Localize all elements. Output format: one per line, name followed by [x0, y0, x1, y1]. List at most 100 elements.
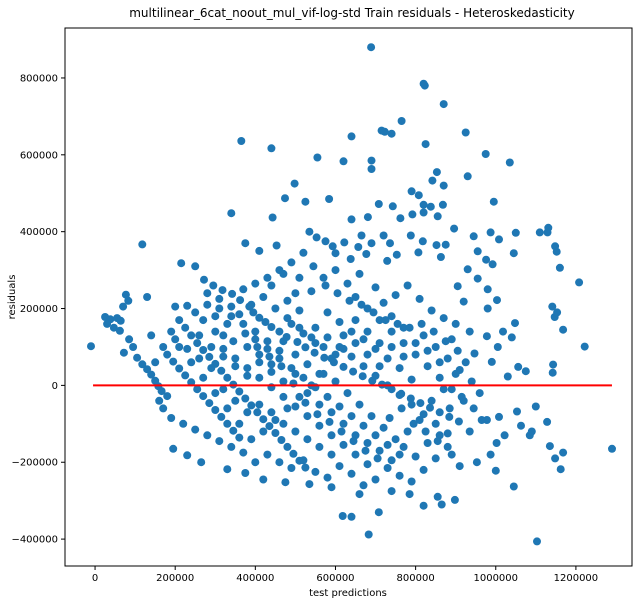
data-point — [423, 362, 432, 371]
data-point — [420, 81, 429, 90]
data-point — [275, 354, 284, 363]
data-point — [371, 475, 380, 484]
data-point — [295, 273, 304, 282]
data-point — [351, 293, 360, 301]
data-point — [482, 332, 491, 341]
data-point — [451, 369, 460, 378]
data-point — [138, 360, 147, 369]
data-point — [321, 281, 330, 290]
data-point — [499, 327, 507, 336]
data-point — [383, 440, 392, 449]
data-point — [255, 358, 264, 367]
data-point — [299, 373, 308, 382]
data-point — [388, 202, 397, 211]
data-point — [345, 296, 354, 305]
data-point — [255, 400, 264, 409]
data-point — [177, 259, 186, 268]
data-point — [259, 475, 268, 484]
data-point — [363, 439, 372, 447]
data-point — [215, 437, 224, 446]
data-point — [364, 530, 373, 539]
data-point — [374, 200, 383, 208]
data-point — [371, 371, 380, 380]
data-point — [295, 392, 304, 401]
data-point — [265, 352, 274, 361]
data-point — [514, 362, 523, 371]
data-point — [319, 273, 328, 282]
y-tick-label: 400000 — [20, 227, 58, 238]
data-point — [432, 168, 441, 177]
data-point — [354, 243, 363, 251]
data-point — [129, 343, 138, 351]
data-point — [346, 255, 355, 263]
data-point — [219, 352, 228, 361]
data-point — [167, 327, 176, 336]
data-point — [454, 417, 463, 426]
data-point — [265, 422, 274, 431]
data-point — [167, 414, 176, 422]
data-point — [359, 335, 368, 344]
data-point — [143, 293, 152, 301]
chart-title: multilinear_6cat_noout_mul_vif-log-std T… — [129, 6, 575, 20]
data-point — [493, 296, 501, 305]
data-point — [392, 250, 401, 259]
y-tick-label: −400000 — [11, 535, 58, 546]
data-point — [481, 150, 490, 158]
data-point — [303, 412, 312, 421]
data-point — [235, 433, 244, 442]
data-point — [399, 352, 408, 361]
data-point — [403, 427, 412, 436]
data-point — [428, 176, 437, 185]
data-point — [315, 421, 324, 430]
data-point — [119, 348, 128, 357]
data-point — [415, 294, 424, 303]
data-point — [363, 460, 372, 469]
data-point — [287, 319, 296, 328]
data-point — [357, 300, 366, 309]
data-point — [291, 350, 300, 359]
data-point — [183, 344, 192, 353]
data-point — [271, 304, 280, 313]
data-point — [147, 370, 156, 379]
data-point — [363, 304, 372, 313]
data-point — [338, 512, 347, 520]
data-point — [313, 153, 322, 162]
data-point — [391, 435, 400, 444]
data-point — [315, 442, 324, 451]
data-point — [279, 337, 288, 346]
data-point — [305, 480, 314, 489]
data-point — [327, 408, 336, 417]
data-point — [488, 260, 497, 269]
data-point — [235, 387, 244, 396]
data-point — [223, 373, 232, 382]
data-point — [383, 464, 392, 472]
data-point — [435, 408, 444, 417]
data-point — [429, 327, 438, 336]
data-point — [283, 296, 292, 305]
data-point — [255, 350, 264, 359]
data-point — [241, 394, 250, 403]
y-axis: −400000 −200000 0 200000 400000 600000 800000 — [11, 73, 65, 546]
data-point — [171, 302, 180, 311]
data-point — [543, 417, 552, 426]
data-point — [271, 416, 280, 424]
data-point — [445, 404, 454, 413]
data-point — [399, 323, 408, 332]
data-point — [467, 377, 476, 386]
data-point — [267, 360, 276, 369]
data-point — [556, 465, 565, 474]
data-point — [362, 250, 371, 258]
data-point — [275, 346, 284, 355]
data-point — [349, 437, 358, 446]
data-point — [229, 426, 238, 435]
data-point — [323, 392, 332, 401]
data-point — [175, 343, 184, 351]
data-point — [121, 290, 130, 299]
x-axis: 0 200000 400000 600000 800000 1000000 1200000 — [92, 566, 598, 584]
data-point — [283, 404, 292, 413]
data-point — [416, 399, 425, 408]
data-point — [321, 237, 330, 246]
data-point — [443, 442, 452, 451]
data-point — [477, 416, 486, 424]
